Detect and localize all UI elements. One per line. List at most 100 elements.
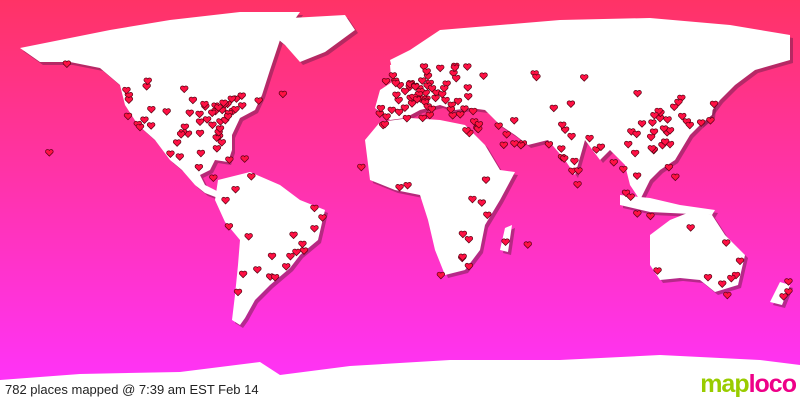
heart-icon[interactable] bbox=[619, 165, 628, 174]
heart-icon[interactable] bbox=[292, 248, 301, 257]
heart-icon[interactable] bbox=[202, 116, 212, 124]
heart-icon[interactable] bbox=[223, 113, 233, 121]
heart-icon[interactable] bbox=[172, 139, 182, 147]
heart-icon[interactable] bbox=[240, 155, 249, 163]
heart-icon[interactable] bbox=[208, 109, 217, 118]
heart-icon[interactable] bbox=[387, 106, 396, 115]
heart-icon[interactable] bbox=[510, 140, 519, 148]
heart-icon[interactable] bbox=[381, 78, 391, 86]
heart-icon[interactable] bbox=[135, 123, 145, 132]
heart-icon[interactable] bbox=[162, 108, 171, 116]
heart-icon[interactable] bbox=[573, 181, 582, 189]
heart-icon[interactable] bbox=[289, 231, 298, 240]
heart-icon[interactable] bbox=[441, 96, 450, 105]
heart-icon[interactable] bbox=[194, 164, 204, 172]
heart-icon[interactable] bbox=[463, 84, 472, 92]
heart-icon[interactable] bbox=[580, 74, 589, 82]
heart-icon[interactable] bbox=[456, 111, 465, 119]
heart-icon[interactable] bbox=[403, 182, 412, 190]
heart-icon[interactable] bbox=[709, 100, 719, 109]
heart-icon[interactable] bbox=[227, 95, 236, 104]
heart-icon[interactable] bbox=[674, 98, 683, 107]
heart-icon[interactable] bbox=[298, 240, 307, 249]
heart-icon[interactable] bbox=[143, 77, 152, 86]
heart-icon[interactable] bbox=[468, 195, 477, 204]
heart-icon[interactable] bbox=[124, 96, 134, 104]
heart-icon[interactable] bbox=[654, 107, 663, 116]
heart-icon[interactable] bbox=[215, 125, 225, 133]
heart-icon[interactable] bbox=[195, 129, 205, 138]
heart-icon[interactable] bbox=[671, 173, 680, 182]
heart-icon[interactable] bbox=[233, 288, 243, 297]
heart-icon[interactable] bbox=[650, 112, 659, 120]
heart-icon[interactable] bbox=[560, 155, 569, 163]
heart-icon[interactable] bbox=[391, 79, 400, 88]
heart-icon[interactable] bbox=[703, 274, 713, 282]
heart-icon[interactable] bbox=[395, 184, 404, 192]
heart-icon[interactable] bbox=[499, 141, 508, 150]
heart-icon[interactable] bbox=[686, 224, 695, 232]
heart-icon[interactable] bbox=[286, 252, 295, 261]
heart-icon[interactable] bbox=[278, 90, 288, 99]
heart-icon[interactable] bbox=[376, 104, 386, 113]
heart-icon[interactable] bbox=[664, 164, 674, 172]
heart-icon[interactable] bbox=[560, 126, 570, 134]
heart-icon[interactable] bbox=[422, 68, 431, 76]
heart-icon[interactable] bbox=[208, 121, 217, 130]
heart-icon[interactable] bbox=[427, 105, 436, 114]
heart-icon[interactable] bbox=[464, 262, 474, 271]
heart-icon[interactable] bbox=[458, 253, 467, 262]
heart-icon[interactable] bbox=[450, 64, 460, 72]
heart-icon[interactable] bbox=[544, 141, 554, 149]
heart-icon[interactable] bbox=[123, 112, 133, 121]
heart-icon[interactable] bbox=[267, 252, 277, 261]
heart-icon[interactable] bbox=[449, 70, 458, 78]
heart-icon[interactable] bbox=[784, 288, 793, 296]
heart-icon[interactable] bbox=[420, 99, 430, 107]
heart-icon[interactable] bbox=[663, 116, 672, 124]
heart-icon[interactable] bbox=[310, 225, 319, 233]
heart-icon[interactable] bbox=[231, 186, 240, 194]
heart-icon[interactable] bbox=[231, 106, 240, 114]
heart-icon[interactable] bbox=[238, 270, 248, 279]
heart-icon[interactable] bbox=[660, 138, 670, 146]
heart-icon[interactable] bbox=[685, 121, 694, 130]
heart-icon[interactable] bbox=[175, 153, 184, 161]
heart-icon[interactable] bbox=[585, 134, 594, 143]
heart-icon[interactable] bbox=[427, 85, 437, 93]
heart-icon[interactable] bbox=[557, 145, 566, 153]
heart-icon[interactable] bbox=[464, 93, 473, 101]
heart-icon[interactable] bbox=[225, 156, 234, 164]
heart-icon[interactable] bbox=[253, 266, 262, 274]
heart-icon[interactable] bbox=[209, 174, 218, 182]
heart-icon[interactable] bbox=[727, 274, 736, 283]
heart-icon[interactable] bbox=[677, 94, 686, 103]
heart-icon[interactable] bbox=[648, 119, 657, 127]
heart-icon[interactable] bbox=[412, 96, 422, 104]
heart-icon[interactable] bbox=[735, 257, 745, 266]
heart-icon[interactable] bbox=[647, 145, 656, 153]
heart-icon[interactable] bbox=[394, 96, 403, 105]
heart-icon[interactable] bbox=[45, 149, 54, 157]
heart-icon[interactable] bbox=[481, 176, 491, 184]
heart-icon[interactable] bbox=[696, 119, 706, 127]
heart-icon[interactable] bbox=[142, 83, 151, 91]
heart-icon[interactable] bbox=[446, 106, 456, 114]
heart-icon[interactable] bbox=[621, 189, 631, 198]
heart-icon[interactable] bbox=[453, 97, 463, 106]
heart-icon[interactable] bbox=[447, 101, 456, 110]
heart-icon[interactable] bbox=[649, 128, 659, 136]
heart-icon[interactable] bbox=[400, 87, 410, 96]
heart-icon[interactable] bbox=[419, 63, 429, 71]
heart-icon[interactable] bbox=[574, 167, 583, 175]
heart-icon[interactable] bbox=[414, 91, 424, 99]
heart-icon[interactable] bbox=[501, 238, 510, 246]
heart-icon[interactable] bbox=[637, 120, 647, 128]
heart-icon[interactable] bbox=[462, 127, 471, 135]
heart-icon[interactable] bbox=[609, 159, 618, 167]
heart-icon[interactable] bbox=[479, 72, 488, 80]
heart-icon[interactable] bbox=[653, 267, 662, 275]
heart-icon[interactable] bbox=[375, 110, 384, 118]
heart-icon[interactable] bbox=[468, 107, 478, 116]
heart-icon[interactable] bbox=[510, 117, 519, 125]
